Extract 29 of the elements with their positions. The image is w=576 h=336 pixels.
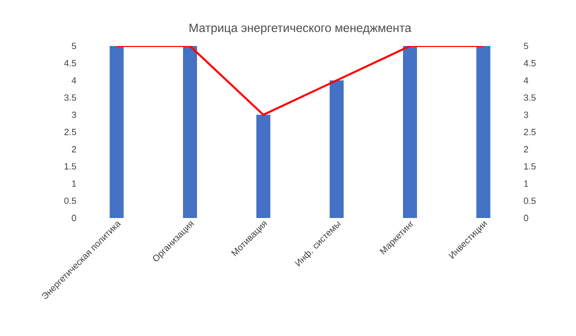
y-tick-label: 1 [72, 180, 76, 187]
y-tick-label: 3 [72, 112, 76, 118]
bar [256, 114, 270, 218]
bar [183, 46, 198, 218]
y2-tick-label: 4.5 [524, 60, 536, 66]
y-tick-label: 5 [72, 42, 76, 50]
chart-title: Матрица энергетического менеджмента [190, 24, 412, 34]
y2-tick-label: 2.5 [524, 128, 536, 136]
y2-tick-label: 5 [524, 42, 528, 50]
y-tick-label: 1.5 [64, 163, 76, 170]
y-tick-label: 2 [72, 146, 76, 152]
y2-tick-label: 1.5 [524, 163, 536, 170]
y-tick-label: 0 [72, 214, 76, 222]
y2-tick-label: 0.5 [524, 198, 536, 204]
y-tick-label: 3.5 [64, 94, 76, 101]
bar [476, 46, 490, 218]
y2-tick-label: 1 [524, 180, 528, 187]
bar [402, 46, 417, 218]
bar [330, 80, 344, 218]
y2-tick-label: 3 [524, 112, 528, 118]
y2-tick-label: 3.5 [524, 94, 536, 101]
y-tick-label: 4 [72, 77, 76, 84]
y-tick-label: 2.5 [64, 128, 76, 136]
y2-tick-label: 4 [524, 77, 528, 84]
y2-tick-label: 2 [524, 146, 528, 152]
y2-tick-label: 0 [524, 214, 528, 222]
bar [110, 46, 124, 218]
y-tick-label: 4.5 [64, 60, 76, 66]
y-tick-label: 0.5 [64, 198, 76, 204]
